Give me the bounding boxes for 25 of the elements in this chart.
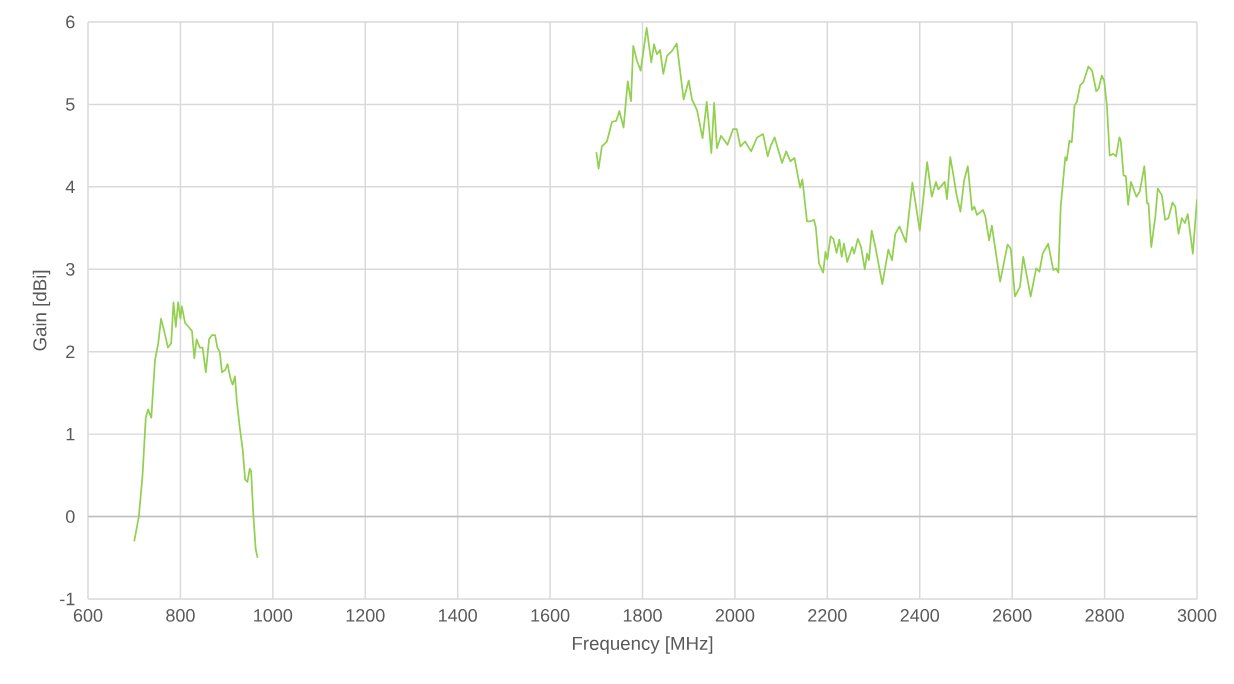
x-tick-label: 2200 (808, 609, 847, 622)
x-tick-label: 1400 (439, 609, 477, 622)
y-tick-label: 2 (66, 345, 75, 358)
y-tick-label: 3 (65, 262, 75, 276)
y-tick-label: 6 (66, 15, 75, 29)
x-tick-label: 2600 (993, 609, 1032, 622)
x-tick-label: 1200 (346, 609, 385, 622)
y-axis-title: Gain [dBi] (32, 270, 51, 351)
y-tick-label: 5 (66, 98, 75, 111)
x-tick-label: 2800 (1085, 609, 1124, 622)
x-tick-label: 1000 (254, 609, 293, 622)
x-tick-label: 2000 (715, 609, 755, 622)
x-tick-label: 1800 (623, 609, 662, 622)
line-series (133, 301, 259, 559)
y-tick-label: 4 (65, 180, 75, 194)
y-tick-label: 1 (66, 427, 75, 441)
x-tick-label: 1600 (531, 609, 570, 622)
x-axis-title: Frequency [MHz] (572, 636, 713, 654)
x-tick-label: 800 (166, 609, 195, 622)
y-tick-label: -1 (60, 592, 75, 606)
x-tick-label: 2400 (900, 609, 940, 622)
line-series (595, 26, 1198, 298)
x-tick-label: 600 (73, 609, 103, 622)
y-tick-label: 0 (66, 510, 75, 523)
x-tick-label: 3000 (1177, 609, 1217, 622)
